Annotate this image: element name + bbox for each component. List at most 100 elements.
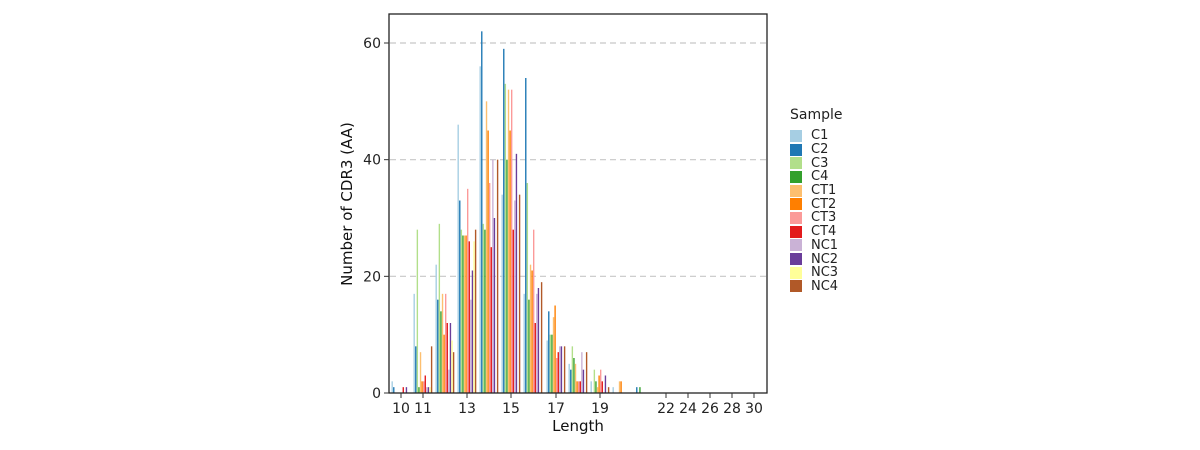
bar-c4-17 — [551, 334, 553, 393]
legend-label: NC2 — [811, 251, 839, 267]
legend-item-c4: C4 — [790, 170, 843, 184]
bar-ct3-18 — [578, 381, 580, 393]
bar-nc2-17 — [560, 346, 563, 393]
legend-label: C1 — [811, 128, 829, 144]
bar-c2-16 — [525, 78, 527, 393]
bar-c2-15 — [503, 48, 505, 393]
gridlines — [390, 42, 766, 277]
x-axis: 10 11 13 15 17 19 22 24 26 28 30 — [392, 393, 763, 417]
plot-panel-border — [388, 13, 768, 394]
bar-ct4-19 — [601, 381, 603, 393]
legend-item-c3: C3 — [790, 156, 843, 170]
y-tick-label: 0 — [372, 386, 381, 402]
bar-ct2-11 — [421, 381, 423, 393]
x-tick-label: 15 — [502, 401, 520, 417]
bar-c1-15 — [501, 194, 503, 393]
bar-nc3-13 — [473, 241, 475, 393]
bar-c1-17 — [546, 340, 548, 393]
bar-ct4-15 — [512, 229, 514, 393]
bar-nc4-13 — [474, 229, 477, 393]
bar-nc4-17 — [563, 346, 566, 393]
bar-ct3-17 — [556, 358, 558, 393]
bar-ct2-16 — [531, 270, 533, 393]
bar-c4-15 — [506, 159, 508, 393]
bar-c4-16 — [528, 299, 530, 393]
legend-item-ct2: CT2 — [790, 197, 843, 211]
bar-ct3-19 — [600, 369, 602, 393]
bar-c4-14 — [484, 229, 486, 393]
bar-nc1-17 — [559, 346, 561, 393]
bar-ct4-13 — [468, 241, 470, 393]
bar-nc2-15 — [515, 153, 518, 393]
bar-c3-14 — [482, 223, 485, 393]
legend-item-nc2: NC2 — [790, 252, 843, 266]
bar-nc1-15 — [514, 200, 516, 393]
legend-label: NC1 — [811, 237, 839, 253]
bar-c2-17 — [548, 311, 550, 393]
bar-ct1-16 — [529, 264, 532, 393]
bar-c1-18 — [568, 363, 570, 393]
legend-title: Sample — [790, 107, 843, 123]
bar-c3-15 — [504, 83, 507, 393]
legend-swatch — [790, 129, 802, 142]
bar-ct3-14 — [489, 183, 491, 393]
bar-c4-18 — [573, 358, 575, 393]
bar-nc1-18 — [581, 352, 583, 393]
bar-ct2-20 — [620, 381, 622, 393]
bar-c3-18 — [571, 346, 574, 393]
bar-nc1-16 — [536, 293, 538, 393]
legend-swatch — [790, 239, 802, 252]
legend-swatch — [790, 211, 802, 224]
bar-ct2-19 — [598, 375, 600, 393]
bar-nc2-10 — [405, 387, 408, 393]
bar-ct4-10 — [402, 387, 404, 393]
legend-label: NC4 — [811, 278, 839, 294]
bar-nc2-16 — [537, 288, 540, 393]
bar-nc1-12 — [448, 369, 450, 393]
legend-items: C1 C2 C3 C4 CT1 CT2 CT3 CT4 NC1 NC2 NC3 NC4 — [790, 129, 843, 293]
legend-swatch — [790, 198, 802, 211]
x-tick-label: 10 — [392, 401, 410, 417]
y-tick-label: 40 — [363, 153, 381, 169]
y-tick-label: 60 — [363, 36, 381, 52]
bar-nc4-11 — [430, 346, 433, 393]
x-tick-label: 22 — [657, 401, 675, 417]
bar-c3-17 — [549, 334, 552, 393]
legend-label: C4 — [811, 169, 829, 185]
bar-ct3-11 — [423, 381, 425, 393]
legend-item-ct4: CT4 — [790, 225, 843, 239]
bar-nc4-16 — [540, 282, 543, 393]
bar-c3-11 — [416, 229, 419, 393]
bar-ct4-11 — [424, 375, 426, 393]
bar-c2-13 — [459, 200, 461, 393]
legend-item-nc3: NC3 — [790, 266, 843, 280]
bar-ct2-17 — [554, 305, 556, 393]
bar-nc2-11 — [427, 387, 430, 393]
x-tick-label: 28 — [723, 401, 741, 417]
bar-ct4-14 — [490, 247, 492, 393]
bar-nc2-19 — [604, 375, 607, 393]
bar-ct4-12 — [446, 323, 448, 393]
legend-item-nc1: NC1 — [790, 239, 843, 253]
legend-label: NC3 — [811, 265, 839, 281]
legend-item-ct3: CT3 — [790, 211, 843, 225]
bar-c4-21 — [639, 387, 641, 393]
bar-c2-18 — [570, 369, 572, 393]
bar-ct4-18 — [579, 381, 581, 393]
legend-swatch — [790, 170, 802, 183]
legend-label: C3 — [811, 155, 829, 171]
legend-label: CT3 — [811, 210, 837, 226]
bar-ct3-15 — [511, 89, 513, 394]
bar-nc3-12 — [451, 340, 453, 393]
bar-c4-12 — [440, 311, 442, 393]
bar-ct1-19 — [596, 387, 599, 393]
bar-c3-19 — [593, 369, 596, 393]
y-tick-label: 20 — [363, 269, 381, 285]
legend-swatch — [790, 266, 802, 279]
bar-c1-11 — [413, 293, 415, 393]
legend-swatch — [790, 143, 802, 156]
bar-nc2-18 — [582, 369, 585, 393]
bar-c1-13 — [457, 124, 459, 394]
legend-label: CT2 — [811, 196, 837, 212]
